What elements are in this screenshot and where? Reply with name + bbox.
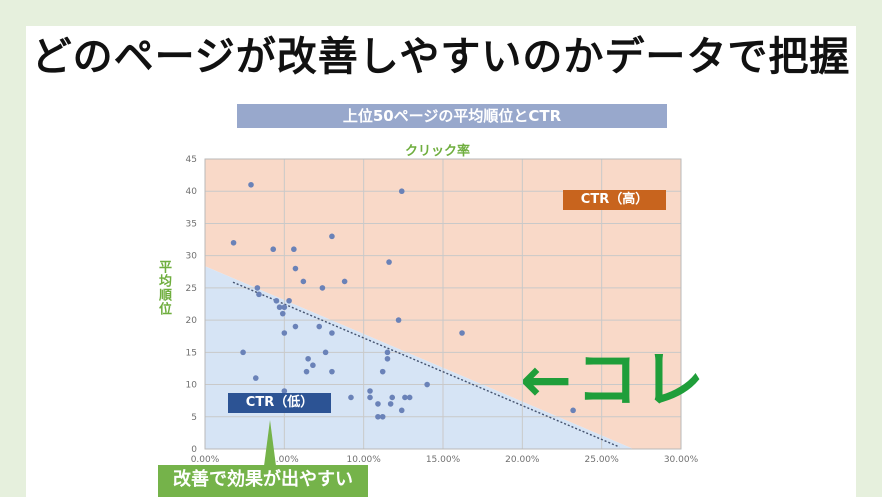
data-point: [316, 323, 323, 330]
y-tick-label: 10: [186, 381, 198, 391]
data-point: [286, 297, 292, 304]
data-point: [273, 297, 280, 304]
kore-arrow-annotation: ←コレ: [520, 343, 708, 416]
y-tick-label: 20: [186, 316, 198, 326]
data-point: [252, 375, 259, 381]
plot-border: [204, 158, 682, 450]
data-point: [398, 407, 405, 414]
data-point: [389, 394, 396, 401]
x-tick-label: 30.00%: [664, 455, 699, 465]
data-point: [281, 304, 288, 311]
data-point: [291, 246, 297, 253]
x-tick-labels: 0.00% 5.00% 10.00% 15.00% 20.00% 25.00% 30.00%: [191, 455, 699, 465]
data-point: [329, 233, 335, 240]
data-point: [367, 388, 373, 394]
data-point: [367, 394, 373, 401]
data-point: [303, 368, 310, 375]
ctr-low-label: CTR（低）: [228, 393, 331, 413]
data-point: [279, 310, 286, 317]
data-point: [384, 349, 391, 356]
data-point: [329, 368, 335, 375]
data-point: [305, 355, 311, 362]
data-point: [348, 394, 354, 401]
data-point: [570, 407, 576, 414]
data-point: [395, 317, 402, 323]
data-point: [310, 362, 316, 369]
ctr-high-label: CTR（高）: [563, 190, 666, 210]
callout-pointer: [264, 420, 276, 466]
x-tick-label: 0.00%: [191, 455, 220, 465]
data-point: [424, 381, 430, 388]
data-point: [379, 413, 386, 420]
data-point: [300, 278, 307, 285]
data-point: [402, 394, 408, 401]
y-tick-labels: 0 5 10 15 20 25 30 35 40 45: [186, 155, 198, 455]
page-title: どのページが改善しやすいのかデータで把握: [31, 34, 851, 80]
data-point: [375, 401, 381, 407]
y-tick-label: 15: [186, 348, 197, 358]
data-point: [386, 259, 392, 265]
data-point: [398, 188, 405, 195]
chart-title: クリック率: [405, 144, 471, 159]
y-tick-label: 30: [186, 252, 198, 262]
data-point: [384, 355, 391, 362]
data-point: [230, 239, 237, 246]
improvement-callout: 改善で効果が出やすい: [158, 465, 368, 497]
plot-grid: [204, 158, 682, 450]
data-point: [292, 265, 299, 272]
data-point: [292, 323, 299, 330]
data-point: [254, 285, 261, 291]
x-tick-label: 25.00%: [585, 455, 620, 465]
y-tick-label: 25: [186, 284, 197, 294]
data-point: [281, 388, 288, 394]
data-point: [276, 304, 283, 311]
chart-subtitle: 上位50ページの平均順位とCTR: [237, 104, 667, 128]
data-point: [379, 368, 386, 375]
data-point: [270, 246, 277, 253]
data-point: [240, 349, 246, 356]
y-tick-label: 45: [186, 155, 197, 165]
data-point: [281, 330, 288, 336]
data-point: [329, 330, 335, 336]
callout-pointer-triangle: [264, 420, 276, 466]
data-point: [459, 330, 465, 336]
data-point: [406, 394, 413, 401]
y-tick-label: 35: [186, 219, 197, 229]
x-tick-label: 15.00%: [426, 455, 461, 465]
y-tick-label: 0: [191, 445, 197, 455]
data-point: [341, 278, 348, 285]
x-tick-label: 10.00%: [347, 455, 382, 465]
data-point: [319, 285, 326, 291]
y-axis-label: 平均順位: [156, 260, 171, 316]
y-tick-label: 40: [186, 187, 198, 197]
data-point: [256, 291, 262, 298]
data-point: [248, 181, 254, 188]
x-tick-label: 5.00%: [270, 455, 299, 465]
data-point: [375, 413, 381, 420]
data-point: [322, 349, 329, 356]
data-points: [230, 181, 576, 420]
data-point: [387, 401, 394, 407]
x-tick-label: 20.00%: [505, 455, 540, 465]
y-tick-label: 5: [191, 413, 197, 423]
